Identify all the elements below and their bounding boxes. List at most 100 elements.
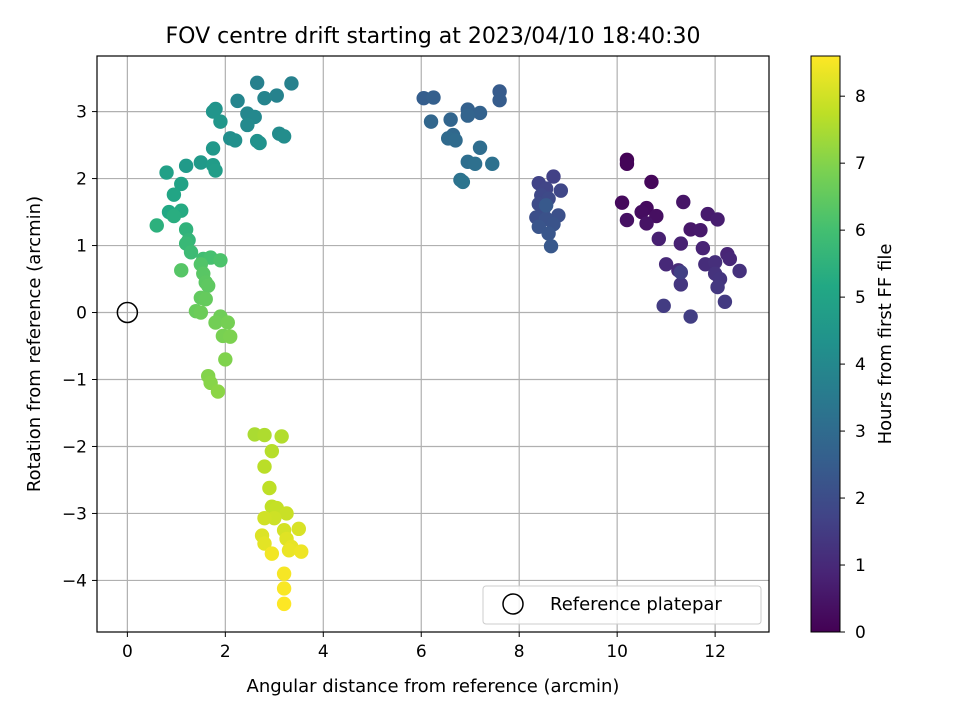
- y-tick-label: 3: [76, 103, 87, 123]
- data-point: [284, 76, 299, 91]
- data-point: [149, 218, 164, 233]
- colorbar-label: Hours from first FF file: [875, 244, 896, 445]
- data-point: [200, 278, 216, 293]
- data-point: [240, 117, 255, 133]
- data-point: [448, 133, 463, 148]
- y-tick-label: −2: [62, 437, 87, 457]
- data-point: [649, 208, 664, 224]
- data-point: [174, 176, 189, 192]
- x-tick-label: 10: [606, 642, 628, 662]
- legend-marker: [502, 593, 524, 615]
- colorbar-tick-label: 3: [855, 422, 866, 442]
- legend-box: [482, 585, 762, 625]
- data-point: [426, 90, 441, 105]
- data-point: [183, 245, 199, 260]
- plot-frame: [96, 55, 770, 633]
- data-point: [710, 279, 725, 295]
- data-point: [538, 198, 554, 213]
- data-point: [276, 566, 292, 581]
- data-point: [205, 104, 221, 119]
- data-point: [279, 506, 294, 521]
- data-point: [208, 163, 223, 178]
- data-point: [732, 263, 747, 279]
- data-point: [213, 114, 228, 129]
- data-point: [619, 156, 635, 172]
- data-point: [227, 133, 243, 148]
- data-point: [166, 208, 182, 224]
- data-point: [264, 546, 280, 561]
- data-point: [257, 536, 272, 551]
- data-point: [651, 231, 666, 247]
- data-point: [639, 216, 654, 231]
- y-tick-label: 0: [76, 304, 87, 324]
- data-point: [673, 236, 689, 251]
- data-point: [249, 75, 265, 90]
- data-point: [252, 135, 267, 151]
- data-point: [257, 510, 272, 526]
- data-point: [492, 93, 507, 108]
- data-point: [276, 581, 292, 596]
- data-point: [644, 174, 659, 190]
- y-axis-label: Rotation from reference (arcmin): [24, 196, 45, 492]
- data-point: [257, 90, 272, 106]
- data-point: [619, 212, 635, 228]
- data-point: [656, 298, 671, 314]
- data-point: [676, 194, 691, 210]
- data-point: [166, 187, 182, 202]
- x-tick-label: 4: [318, 642, 329, 662]
- x-tick-label: 6: [416, 642, 427, 662]
- data-point: [710, 212, 725, 227]
- data-point: [472, 105, 488, 121]
- y-tick-label: 2: [76, 170, 87, 190]
- x-tick-label: 2: [220, 642, 231, 662]
- data-point: [443, 112, 458, 127]
- colorbar-tick-label: 1: [855, 556, 866, 576]
- data-point: [178, 222, 194, 237]
- data-point: [634, 204, 649, 220]
- data-point: [230, 93, 245, 109]
- data-point: [707, 255, 723, 270]
- data-point: [546, 169, 561, 184]
- x-tick-label: 8: [514, 642, 525, 662]
- colorbar: [810, 55, 841, 633]
- data-point: [220, 315, 235, 330]
- y-tick-label: −4: [62, 571, 87, 591]
- data-point: [223, 329, 238, 344]
- data-point: [693, 222, 708, 238]
- data-point: [274, 429, 289, 444]
- data-point: [467, 156, 483, 172]
- grid: [97, 56, 769, 632]
- data-point: [460, 108, 475, 123]
- data-point: [193, 155, 209, 170]
- data-point: [614, 195, 630, 210]
- data-point: [695, 241, 711, 256]
- data-point: [423, 114, 439, 129]
- data-point: [262, 480, 277, 496]
- data-point: [673, 277, 689, 292]
- data-point: [455, 174, 471, 190]
- data-point: [673, 265, 689, 280]
- data-point: [159, 165, 174, 180]
- data-point: [683, 309, 698, 324]
- data-point: [658, 257, 674, 272]
- data-point: [269, 88, 284, 103]
- data-point: [276, 596, 292, 612]
- colorbar-tick-label: 7: [855, 154, 866, 174]
- colorbar-tick-label: 8: [855, 87, 866, 107]
- data-point: [205, 141, 221, 156]
- data-point: [174, 263, 189, 278]
- x-axis-ticks: 0 2 4 6 8 10 12: [122, 632, 726, 662]
- data-point: [210, 384, 226, 399]
- x-tick-label: 0: [122, 642, 133, 662]
- data-point: [257, 427, 272, 443]
- data-point: [291, 521, 306, 537]
- data-point: [294, 544, 309, 559]
- data-point: [722, 251, 738, 267]
- y-tick-label: −1: [62, 370, 87, 390]
- data-point: [178, 158, 194, 174]
- reference-platepar-marker: [116, 301, 139, 324]
- chart-title: FOV centre drift starting at 2023/04/10 …: [166, 24, 701, 49]
- data-point: [213, 253, 228, 268]
- data-point: [257, 459, 272, 474]
